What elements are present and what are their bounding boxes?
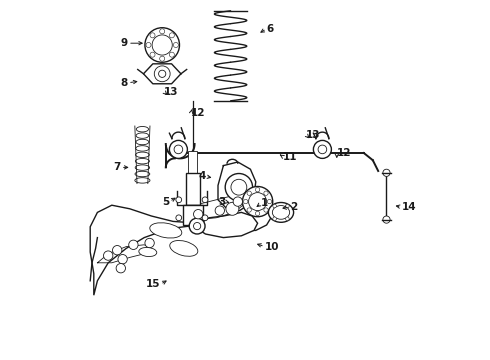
Circle shape: [383, 169, 390, 176]
Circle shape: [129, 240, 138, 249]
Circle shape: [268, 199, 271, 204]
Ellipse shape: [170, 240, 198, 256]
Circle shape: [202, 197, 208, 203]
Circle shape: [318, 145, 327, 154]
Circle shape: [264, 208, 268, 212]
Ellipse shape: [269, 202, 294, 222]
Circle shape: [244, 199, 248, 204]
Circle shape: [113, 246, 122, 255]
Circle shape: [194, 222, 201, 230]
Circle shape: [174, 145, 183, 154]
Circle shape: [170, 33, 174, 38]
Polygon shape: [195, 212, 258, 238]
Circle shape: [194, 210, 203, 219]
Circle shape: [248, 193, 267, 211]
Ellipse shape: [135, 165, 149, 170]
Text: 14: 14: [402, 202, 416, 212]
Circle shape: [286, 204, 289, 208]
Circle shape: [233, 197, 243, 206]
Circle shape: [173, 42, 178, 48]
Bar: [186, 173, 200, 205]
Circle shape: [116, 264, 125, 273]
Circle shape: [150, 52, 155, 57]
Ellipse shape: [272, 206, 290, 219]
Ellipse shape: [136, 146, 149, 151]
Ellipse shape: [139, 247, 157, 257]
Circle shape: [146, 42, 151, 48]
Text: 8: 8: [121, 78, 128, 88]
Circle shape: [154, 66, 170, 82]
Circle shape: [264, 191, 268, 195]
Text: 5: 5: [162, 197, 170, 207]
Text: 2: 2: [290, 202, 297, 212]
Ellipse shape: [150, 223, 182, 238]
Text: 13: 13: [306, 130, 320, 140]
Ellipse shape: [136, 126, 148, 132]
Circle shape: [176, 215, 182, 221]
Circle shape: [255, 211, 260, 216]
Polygon shape: [90, 196, 272, 295]
Circle shape: [118, 255, 127, 264]
Circle shape: [170, 52, 174, 57]
Circle shape: [189, 218, 205, 234]
Circle shape: [383, 216, 390, 223]
Text: 10: 10: [265, 242, 279, 252]
Bar: [188, 151, 197, 173]
Text: 4: 4: [198, 171, 205, 181]
Text: 12: 12: [337, 148, 351, 158]
Circle shape: [273, 204, 276, 208]
Circle shape: [170, 140, 187, 158]
Ellipse shape: [136, 152, 149, 158]
Circle shape: [150, 33, 155, 38]
Circle shape: [215, 206, 224, 215]
Bar: [183, 205, 202, 225]
Circle shape: [243, 186, 273, 217]
Circle shape: [160, 56, 165, 61]
Ellipse shape: [136, 133, 148, 138]
Text: 1: 1: [261, 198, 269, 208]
Circle shape: [273, 217, 276, 221]
Ellipse shape: [136, 139, 149, 145]
Circle shape: [226, 202, 239, 215]
Text: 15: 15: [146, 279, 160, 289]
Circle shape: [145, 28, 179, 62]
Circle shape: [145, 238, 154, 248]
Ellipse shape: [135, 158, 149, 164]
Circle shape: [160, 29, 165, 34]
Circle shape: [159, 70, 166, 77]
Text: 12: 12: [191, 108, 205, 118]
Circle shape: [225, 174, 252, 201]
Circle shape: [152, 35, 172, 55]
Text: 7: 7: [113, 162, 121, 172]
Circle shape: [255, 188, 260, 192]
Circle shape: [202, 215, 208, 221]
Text: 13: 13: [164, 87, 178, 97]
Circle shape: [247, 191, 251, 195]
Circle shape: [314, 140, 331, 158]
Text: 9: 9: [121, 38, 128, 48]
Text: 6: 6: [267, 24, 274, 34]
Text: 11: 11: [283, 152, 297, 162]
Text: 3: 3: [218, 197, 225, 207]
Circle shape: [231, 179, 247, 195]
Ellipse shape: [135, 178, 150, 183]
Ellipse shape: [135, 171, 150, 177]
Circle shape: [103, 251, 113, 260]
Circle shape: [286, 217, 289, 221]
Circle shape: [176, 197, 182, 203]
Circle shape: [247, 208, 251, 212]
